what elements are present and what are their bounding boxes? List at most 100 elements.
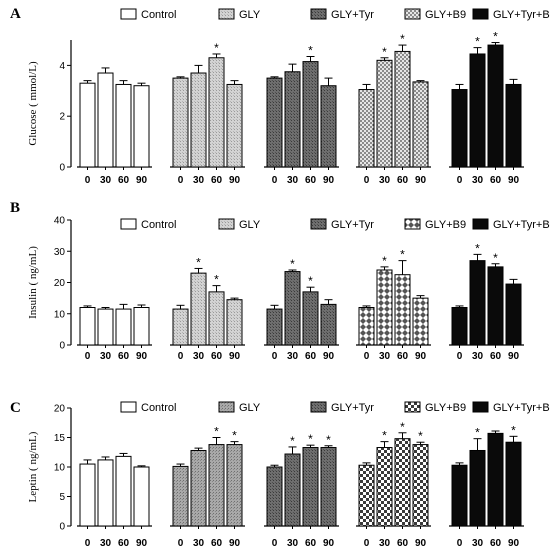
legend-swatch bbox=[120, 218, 137, 230]
x-tick-label: 90 bbox=[323, 538, 335, 549]
bar bbox=[79, 307, 96, 346]
x-tick-label: 90 bbox=[415, 175, 427, 186]
x-tick-label: 60 bbox=[305, 175, 317, 186]
bar bbox=[394, 438, 411, 527]
bar bbox=[172, 465, 189, 527]
legend-swatch bbox=[218, 8, 235, 20]
x-tick-label: 90 bbox=[508, 175, 520, 186]
legend-swatch bbox=[120, 401, 137, 413]
legend-label: GLY bbox=[239, 402, 261, 414]
x-tick-label: 90 bbox=[508, 538, 520, 549]
bar bbox=[469, 260, 486, 346]
significance-marker: * bbox=[382, 45, 387, 59]
bar bbox=[376, 269, 393, 346]
x-tick-label: 60 bbox=[397, 175, 409, 186]
legend-label: Control bbox=[141, 9, 176, 21]
legend-label: GLY+Tyr+B9 bbox=[493, 9, 550, 21]
x-tick-label: 30 bbox=[472, 351, 484, 362]
bar bbox=[115, 308, 132, 346]
bar bbox=[133, 466, 150, 527]
significance-marker: * bbox=[232, 429, 237, 443]
x-tick-label: 90 bbox=[229, 351, 241, 362]
bar bbox=[505, 83, 522, 168]
bar bbox=[358, 89, 375, 168]
x-tick-label: 90 bbox=[415, 351, 427, 362]
x-tick-label: 90 bbox=[229, 538, 241, 549]
bar bbox=[487, 432, 504, 527]
bar bbox=[376, 59, 393, 168]
y-tick-label: 5 bbox=[59, 492, 65, 503]
bar bbox=[412, 297, 429, 346]
significance-marker: * bbox=[326, 433, 331, 447]
x-tick-label: 30 bbox=[287, 538, 299, 549]
x-tick-label: 60 bbox=[397, 351, 409, 362]
significance-marker: * bbox=[475, 241, 480, 255]
x-tick-label: 30 bbox=[193, 351, 205, 362]
x-tick-label: 60 bbox=[490, 351, 502, 362]
legend-swatch bbox=[310, 218, 327, 230]
bar bbox=[133, 85, 150, 168]
bar bbox=[208, 444, 225, 527]
significance-marker: * bbox=[214, 273, 219, 287]
significance-marker: * bbox=[290, 257, 295, 271]
legend-label: GLY bbox=[239, 9, 261, 21]
y-tick-label: 2 bbox=[59, 112, 65, 123]
x-tick-label: 60 bbox=[397, 538, 409, 549]
legend-swatch bbox=[404, 8, 421, 20]
x-tick-label: 30 bbox=[287, 351, 299, 362]
significance-marker: * bbox=[308, 274, 313, 288]
panel-letter: C bbox=[10, 400, 21, 416]
x-tick-label: 30 bbox=[472, 175, 484, 186]
x-tick-label: 0 bbox=[457, 351, 463, 362]
legend-swatch bbox=[310, 401, 327, 413]
y-tick-label: 10 bbox=[54, 463, 66, 474]
x-tick-label: 60 bbox=[118, 175, 130, 186]
significance-marker: * bbox=[382, 254, 387, 268]
significance-marker: * bbox=[308, 432, 313, 446]
bar bbox=[412, 444, 429, 527]
significance-marker: * bbox=[382, 429, 387, 443]
x-tick-label: 30 bbox=[379, 351, 391, 362]
x-tick-label: 30 bbox=[100, 175, 112, 186]
x-tick-label: 90 bbox=[508, 351, 520, 362]
x-tick-label: 90 bbox=[136, 351, 148, 362]
legend-label: GLY+B9 bbox=[425, 219, 466, 231]
panel-a: A Glucose ( mmol/L) 0 2 4 Control GLY GLY+Tyr GL… bbox=[10, 6, 550, 186]
legend-label: Control bbox=[141, 219, 176, 231]
significance-marker: * bbox=[400, 248, 405, 262]
bar bbox=[487, 266, 504, 346]
legend-swatch bbox=[404, 401, 421, 413]
bar bbox=[208, 57, 225, 168]
significance-marker: * bbox=[214, 425, 219, 439]
x-tick-label: 90 bbox=[323, 175, 335, 186]
x-tick-label: 60 bbox=[211, 538, 223, 549]
significance-marker: * bbox=[400, 420, 405, 434]
x-tick-label: 90 bbox=[136, 175, 148, 186]
panel-b: B Insulin ( ng/mL) 0 10 20 30 40 Control GLY GLY+… bbox=[10, 200, 550, 362]
x-tick-label: 0 bbox=[272, 175, 278, 186]
x-tick-label: 30 bbox=[472, 538, 484, 549]
y-tick-label: 40 bbox=[54, 216, 66, 227]
y-tick-label: 0 bbox=[59, 522, 65, 533]
x-tick-label: 60 bbox=[211, 175, 223, 186]
x-tick-label: 0 bbox=[85, 351, 91, 362]
x-tick-label: 30 bbox=[287, 175, 299, 186]
x-tick-label: 90 bbox=[415, 538, 427, 549]
bar bbox=[394, 274, 411, 346]
x-tick-label: 60 bbox=[118, 538, 130, 549]
significance-marker: * bbox=[493, 251, 498, 265]
y-tick-label: 20 bbox=[54, 278, 66, 289]
bar bbox=[133, 307, 150, 346]
bar bbox=[172, 77, 189, 168]
bar bbox=[226, 299, 243, 346]
x-tick-label: 60 bbox=[305, 538, 317, 549]
significance-marker: * bbox=[475, 426, 480, 440]
x-tick-label: 0 bbox=[272, 351, 278, 362]
x-tick-label: 0 bbox=[364, 538, 370, 549]
bar bbox=[284, 271, 301, 346]
significance-marker: * bbox=[290, 434, 295, 448]
bar bbox=[302, 291, 319, 346]
y-axis-label: Leptin ( ng/mL) bbox=[27, 431, 39, 502]
legend-swatch bbox=[472, 218, 489, 230]
legend-label: GLY+Tyr bbox=[331, 402, 374, 414]
